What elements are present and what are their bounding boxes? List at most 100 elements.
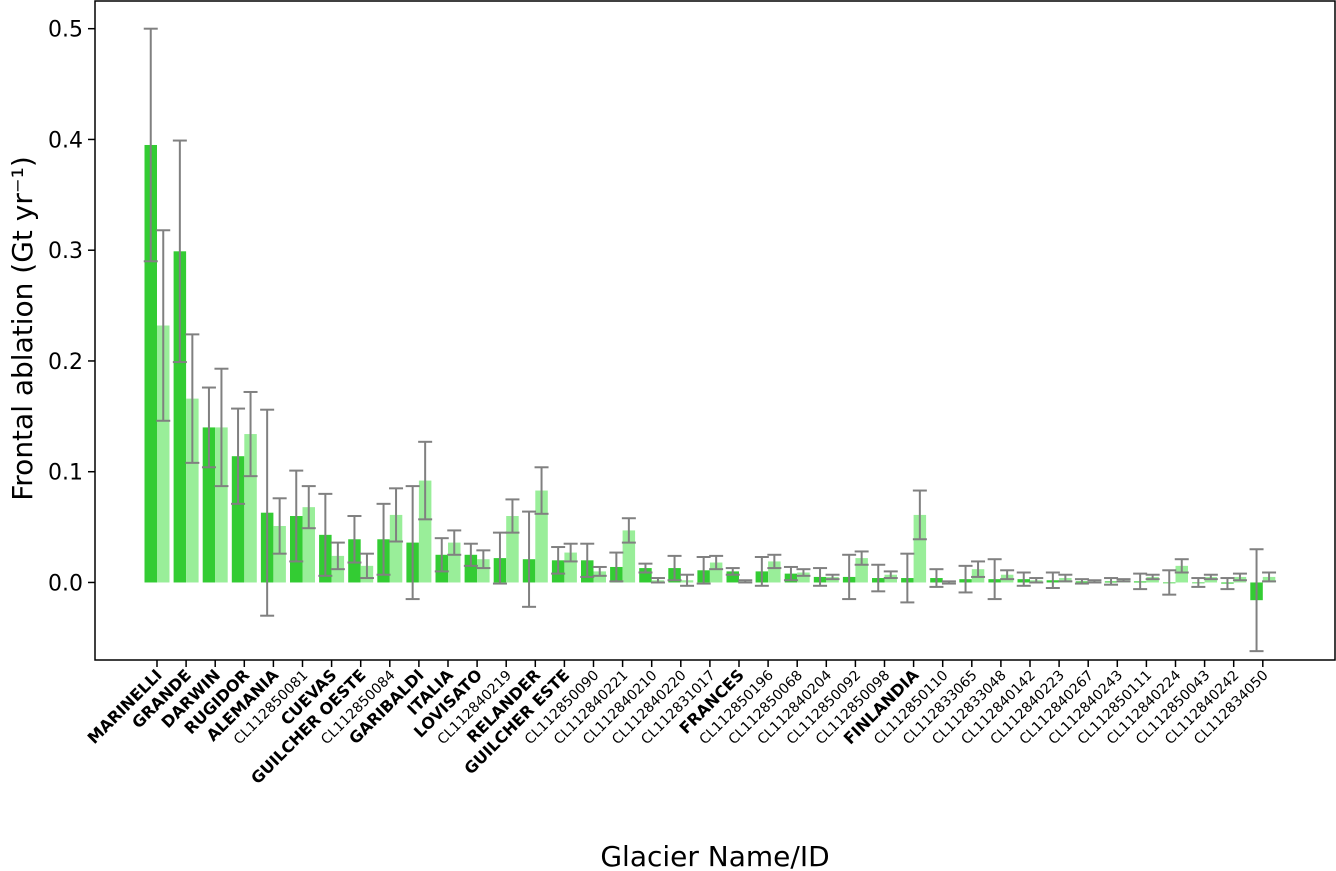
error-bar-series1-18	[667, 554, 682, 582]
error-bar-series2-34	[1145, 573, 1160, 581]
error-bar-series2-6	[330, 541, 345, 571]
error-bar-series1-3	[231, 407, 246, 505]
bar-series2-21	[768, 561, 781, 583]
error-bar-series1-37	[1220, 577, 1235, 591]
error-bar-series1-10	[434, 537, 449, 573]
y-tick-label-5: 0.5	[48, 18, 83, 43]
error-bar-series1-17	[638, 562, 653, 574]
error-bar-series2-4	[272, 497, 287, 555]
plot-frame	[94, 0, 1336, 661]
error-bar-series1-14	[551, 546, 566, 575]
error-bar-series1-34	[1133, 572, 1148, 591]
error-bar-series1-5	[289, 469, 304, 563]
bar-series2-5	[302, 507, 315, 583]
error-bar-series1-25	[871, 563, 886, 593]
error-bar-series2-33	[1116, 578, 1131, 583]
error-bar-series2-0	[156, 229, 171, 422]
error-bar-series1-31	[1045, 571, 1060, 590]
error-bar-series1-1	[172, 139, 187, 364]
error-bar-series1-8	[376, 502, 391, 576]
bar-series2-15	[593, 571, 606, 583]
error-bar-series1-30	[1016, 571, 1031, 587]
error-bar-series1-0	[143, 27, 158, 263]
bar-series1-20	[726, 571, 739, 583]
error-bar-series2-26	[912, 489, 927, 541]
y-tick-label-0: 0.0	[48, 571, 83, 596]
error-bar-series2-23	[825, 573, 840, 581]
error-bar-series2-3	[243, 390, 258, 478]
x-axis-label: Glacier Name/ID	[600, 840, 829, 871]
error-bar-series2-22	[796, 568, 811, 577]
error-bar-series1-36	[1191, 577, 1206, 588]
error-bar-series1-38	[1249, 548, 1264, 653]
error-bar-series2-2	[214, 367, 229, 488]
error-bar-series1-13	[522, 510, 537, 608]
y-axis-label: Frontal ablation (Gt yr⁻¹)	[6, 156, 39, 501]
error-bar-series2-37	[1232, 572, 1247, 582]
error-bar-series2-1	[185, 333, 200, 464]
bar-series2-3	[244, 434, 257, 583]
error-bar-series1-21	[754, 555, 769, 587]
error-bars-layer	[143, 27, 1277, 653]
error-bar-series1-26	[900, 552, 915, 604]
y-tick-label-1: 0.1	[48, 461, 83, 486]
error-bar-series2-7	[359, 552, 374, 580]
error-bar-series1-28	[958, 564, 973, 594]
bar-series1-2	[202, 427, 216, 583]
error-bar-series1-19	[696, 555, 711, 585]
bar-series2-35	[1175, 565, 1188, 583]
bar-series2-0	[157, 325, 170, 583]
y-tick-label-3: 0.3	[48, 239, 83, 264]
error-bar-series2-24	[854, 550, 869, 566]
error-bar-series1-12	[492, 531, 507, 585]
error-bar-series2-25	[883, 570, 898, 580]
y-tick-label-2: 0.2	[48, 350, 83, 375]
error-bar-series2-29	[1000, 569, 1015, 581]
bar-series2-9	[418, 480, 432, 583]
error-bar-series2-17	[650, 577, 665, 584]
error-bar-series2-16	[621, 517, 636, 544]
x-axis: MARINELLIGRANDEDARWINRUGIDORALEMANIACL11…	[84, 660, 1272, 788]
error-bar-series2-20	[738, 579, 753, 584]
error-bar-series2-8	[389, 487, 404, 543]
error-bar-series1-20	[725, 567, 740, 576]
error-bar-series1-2	[201, 386, 216, 469]
error-bar-series1-9	[405, 485, 420, 601]
bar-series2-22	[797, 572, 810, 583]
bars-layer	[144, 144, 1276, 601]
error-bar-series1-4	[260, 408, 275, 617]
error-bar-series1-6	[318, 492, 333, 577]
error-bar-series1-23	[813, 567, 828, 587]
error-bar-series2-10	[447, 529, 462, 556]
error-bar-series1-16	[609, 551, 624, 583]
error-bar-series1-29	[987, 558, 1002, 601]
error-bar-series1-7	[347, 515, 362, 564]
bar-series2-10	[448, 542, 461, 583]
bar-series1-3	[231, 456, 245, 583]
bar-series1-11	[464, 554, 478, 583]
error-bar-series2-28	[971, 560, 986, 578]
error-bar-series1-24	[842, 553, 857, 601]
error-bar-series2-11	[476, 549, 491, 570]
bar-series2-14	[564, 552, 577, 583]
error-bar-series1-11	[463, 542, 478, 567]
bar-series2-26	[913, 514, 927, 583]
error-bar-series2-35	[1174, 558, 1189, 574]
error-bar-series2-31	[1058, 573, 1073, 583]
error-bar-series1-27	[929, 568, 944, 588]
y-tick-label-4: 0.4	[48, 128, 83, 153]
error-bar-series2-13	[534, 466, 549, 515]
error-bar-series2-18	[680, 573, 695, 587]
error-bar-series1-35	[1162, 569, 1177, 596]
error-bar-series2-5	[301, 485, 316, 530]
bar-series2-2	[215, 427, 228, 583]
error-bar-series2-14	[563, 542, 578, 563]
bar-series2-1	[186, 398, 199, 583]
y-axis: 0.0 0.1 0.2 0.3 0.4 0.5	[48, 18, 95, 596]
error-bar-series2-9	[418, 440, 433, 521]
error-bar-series2-32	[1087, 579, 1102, 584]
bar-series2-8	[389, 514, 403, 583]
bar-series1-1	[173, 251, 187, 583]
error-bar-series2-19	[709, 554, 724, 571]
